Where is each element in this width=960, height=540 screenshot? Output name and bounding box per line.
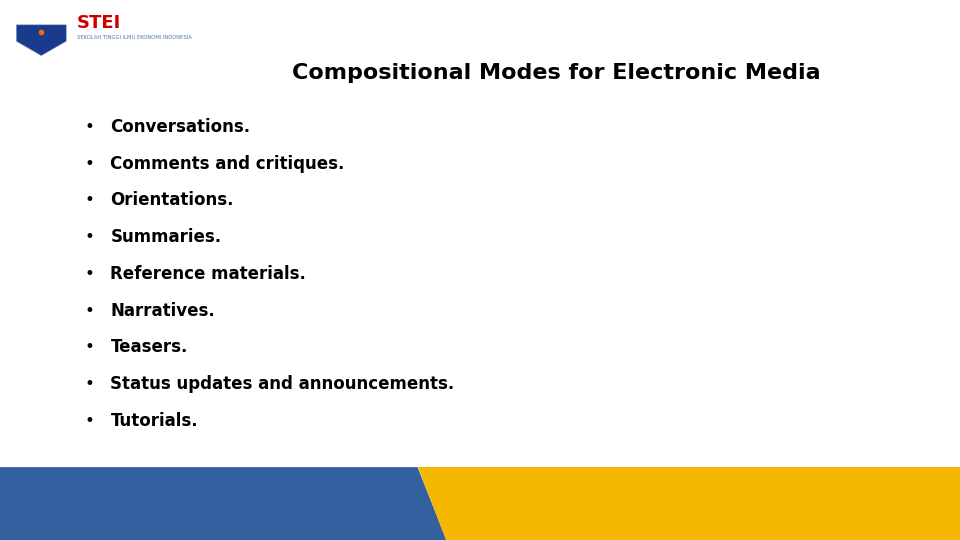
Text: Tutorials.: Tutorials. <box>110 411 198 430</box>
Text: •: • <box>84 411 94 430</box>
Text: Teasers.: Teasers. <box>110 338 188 356</box>
Text: Summaries.: Summaries. <box>110 228 222 246</box>
Text: Conversations.: Conversations. <box>110 118 251 136</box>
Polygon shape <box>0 467 446 540</box>
Text: •: • <box>84 228 94 246</box>
Text: •: • <box>84 154 94 173</box>
Text: STEI: STEI <box>77 14 121 32</box>
Text: Status updates and announcements.: Status updates and announcements. <box>110 375 455 393</box>
Text: Compositional Modes for Electronic Media: Compositional Modes for Electronic Media <box>293 63 821 83</box>
Text: •: • <box>84 265 94 283</box>
Text: Narratives.: Narratives. <box>110 301 215 320</box>
Text: Reference materials.: Reference materials. <box>110 265 306 283</box>
Text: •: • <box>84 375 94 393</box>
Text: Orientations.: Orientations. <box>110 191 234 210</box>
Text: •: • <box>84 118 94 136</box>
Text: Comments and critiques.: Comments and critiques. <box>110 154 345 173</box>
Polygon shape <box>418 467 960 540</box>
Text: SEKOLAH TINGGI ILMU EKONOMI INDONESIA: SEKOLAH TINGGI ILMU EKONOMI INDONESIA <box>77 35 192 40</box>
Text: •: • <box>84 301 94 320</box>
Polygon shape <box>16 25 66 56</box>
Text: •: • <box>84 191 94 210</box>
Text: •: • <box>84 338 94 356</box>
